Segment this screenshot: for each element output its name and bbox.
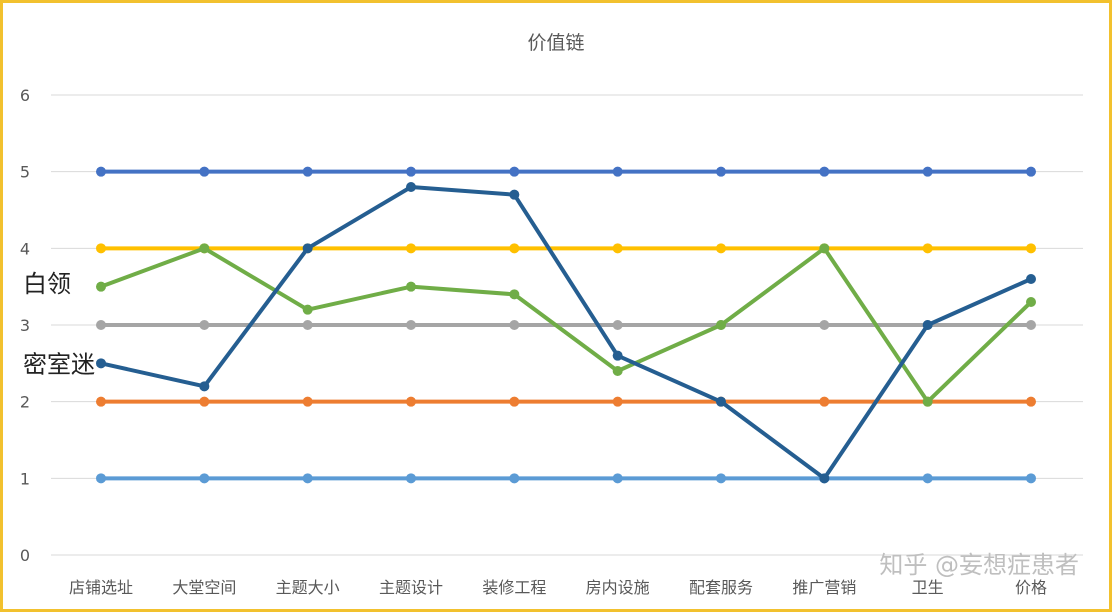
y-tick-label: 1 xyxy=(20,469,30,488)
data-point xyxy=(509,166,520,177)
series-6 xyxy=(96,243,1036,407)
y-tick-label: 0 xyxy=(20,546,30,565)
data-point xyxy=(96,320,106,330)
data-point xyxy=(406,320,416,330)
data-point xyxy=(96,243,106,254)
data-point xyxy=(96,358,106,369)
data-point xyxy=(716,243,726,254)
data-point xyxy=(406,182,416,192)
data-point xyxy=(199,166,210,177)
x-tick-label: 房内设施 xyxy=(586,578,650,597)
data-point xyxy=(612,320,623,330)
x-tick-label: 推广营销 xyxy=(792,578,856,597)
data-point xyxy=(509,473,520,484)
data-point xyxy=(199,320,210,330)
data-point xyxy=(96,396,106,407)
data-point xyxy=(302,320,313,330)
data-point xyxy=(509,396,520,407)
data-point xyxy=(1026,396,1036,407)
data-point xyxy=(96,473,106,484)
data-point xyxy=(819,243,830,254)
series-line xyxy=(99,185,1033,481)
data-point xyxy=(302,396,313,407)
x-tick-label: 店铺选址 xyxy=(69,578,133,597)
annotation-label: 密室迷 xyxy=(23,350,95,378)
data-point xyxy=(1026,166,1036,177)
x-tick-label: 大堂空间 xyxy=(172,578,236,597)
series-line xyxy=(99,246,1033,404)
series-3 xyxy=(96,320,1036,330)
watermark-text: 知乎 @妄想症患者 xyxy=(879,551,1079,579)
data-point xyxy=(819,396,830,407)
data-point xyxy=(509,189,520,200)
data-point xyxy=(406,396,416,407)
x-tick-label: 配套服务 xyxy=(689,578,753,597)
data-point xyxy=(199,396,210,407)
data-point xyxy=(1026,473,1036,484)
data-point xyxy=(612,243,623,254)
data-point xyxy=(716,166,726,177)
data-point xyxy=(612,366,623,376)
y-axis-ticks: 0 1 2 3 4 5 6 xyxy=(20,86,30,565)
x-tick-label: 主题大小 xyxy=(276,578,340,597)
data-point xyxy=(819,166,830,177)
series-1 xyxy=(96,166,1036,177)
data-point xyxy=(716,320,726,330)
data-point xyxy=(509,243,520,254)
data-point xyxy=(612,166,623,177)
data-point xyxy=(716,473,726,484)
series-7 xyxy=(96,182,1036,484)
x-tick-label: 主题设计 xyxy=(379,578,443,597)
annotation-label: 白领 xyxy=(23,270,71,298)
data-point xyxy=(199,473,210,484)
series-5 xyxy=(96,473,1036,484)
data-point xyxy=(1026,297,1036,307)
x-axis-ticks: 店铺选址 大堂空间 主题大小 主题设计 装修工程 房内设施 配套服务 推广营销 卫生 价格 xyxy=(69,578,1047,597)
y-tick-label: 4 xyxy=(20,239,30,258)
data-point xyxy=(199,243,210,254)
data-point xyxy=(819,320,830,330)
data-point xyxy=(96,281,106,292)
data-point xyxy=(819,473,830,484)
data-point xyxy=(302,304,313,315)
data-point xyxy=(406,166,416,177)
data-point xyxy=(612,350,623,361)
data-point xyxy=(302,166,313,177)
data-point xyxy=(199,381,210,392)
data-point xyxy=(406,281,416,292)
data-point xyxy=(1026,320,1036,330)
data-point xyxy=(922,320,933,330)
x-tick-label: 价格 xyxy=(1015,578,1047,597)
series-lines xyxy=(96,166,1036,484)
y-tick-label: 2 xyxy=(20,393,30,412)
data-point xyxy=(612,396,623,407)
x-tick-label: 卫生 xyxy=(912,578,944,597)
series-2 xyxy=(96,243,1036,254)
data-point xyxy=(509,289,520,300)
data-point xyxy=(922,396,933,407)
data-point xyxy=(302,243,313,254)
data-point xyxy=(406,243,416,254)
series-4 xyxy=(96,396,1036,407)
data-point xyxy=(922,166,933,177)
y-tick-label: 5 xyxy=(20,163,30,182)
data-point xyxy=(509,320,520,330)
data-point xyxy=(406,473,416,484)
y-tick-label: 3 xyxy=(20,316,30,335)
data-point xyxy=(96,166,106,177)
x-tick-label: 装修工程 xyxy=(482,578,546,597)
line-chart: 0 1 2 3 4 5 6 店铺选址 大堂空间 主题大小 主题设计 装修工程 房内设施 配套服务 推广营销… xyxy=(20,32,1083,597)
chart-title: 价值链 xyxy=(527,32,584,54)
data-point xyxy=(1026,274,1036,284)
y-tick-label: 6 xyxy=(20,86,30,105)
data-point xyxy=(922,473,933,484)
data-point xyxy=(716,396,726,407)
data-point xyxy=(612,473,623,484)
data-point xyxy=(1026,243,1036,254)
data-point xyxy=(302,473,313,484)
data-point xyxy=(922,243,933,254)
